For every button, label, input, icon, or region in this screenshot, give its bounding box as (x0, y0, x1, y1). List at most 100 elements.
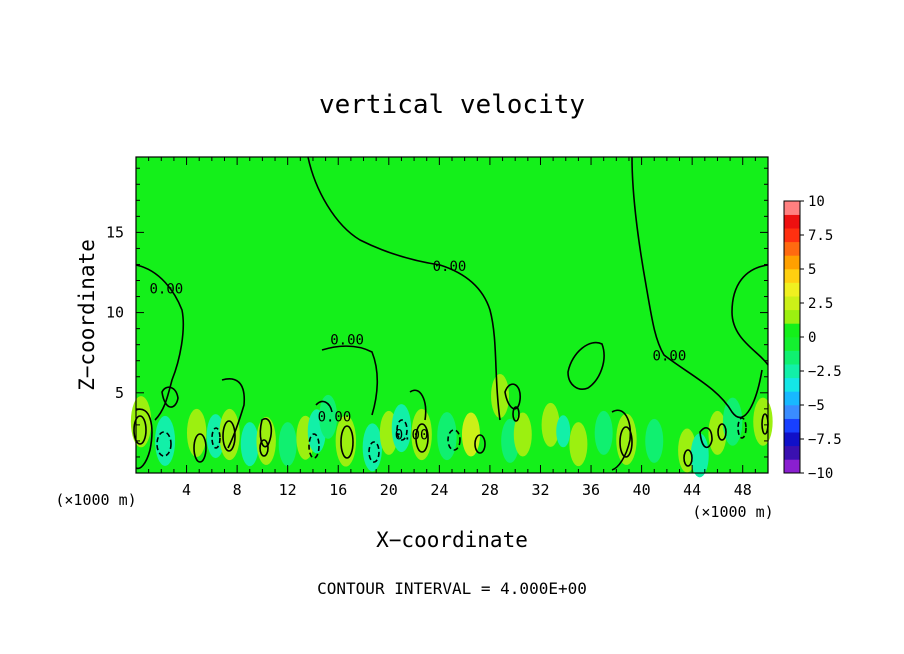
velocity-cell (186, 408, 207, 457)
contour-line (631, 156, 763, 419)
colorbar-swatch (784, 269, 800, 283)
contour-line (717, 423, 727, 441)
colorbar-swatch (784, 364, 800, 379)
x-unit-label-right: (×1000 m) (692, 503, 773, 521)
colorbar-swatch (784, 377, 800, 392)
contour-line (409, 389, 427, 421)
y-axis-ticks: 5 10 15 (106, 167, 768, 458)
contour-line (619, 426, 633, 458)
colorbar-tick-label: −7.5 (808, 432, 842, 448)
colorbar-swatch (784, 255, 800, 270)
colorbar-tick-label: 5 (808, 262, 816, 278)
contour-line (474, 434, 486, 454)
velocity-cell (491, 374, 510, 419)
contour-line (307, 156, 501, 421)
colorbar-swatch (784, 432, 800, 447)
velocity-cell (753, 397, 773, 446)
colorbar-swatch (784, 391, 800, 406)
velocity-cell (541, 402, 560, 447)
contour-label: 0.00 (395, 427, 429, 443)
velocity-cell (130, 396, 152, 448)
plot-area: 0.00 0.00 0.00 0.00 0.00 0.00 (130, 156, 773, 478)
velocity-cell (513, 412, 532, 457)
velocity-cell (690, 433, 709, 478)
colorbar-tick-label: 7.5 (808, 228, 833, 244)
velocity-cell (155, 415, 176, 466)
colorbar-swatch (784, 323, 800, 338)
chart-title: vertical velocity (319, 90, 585, 120)
x-tick-label: 8 (233, 481, 242, 499)
x-tick-label: 48 (734, 481, 752, 499)
colorbar-swatch (784, 214, 800, 229)
velocity-cell (391, 404, 412, 453)
x-tick-label: 4 (182, 481, 191, 499)
velocity-cell (556, 415, 571, 448)
contour-line (731, 264, 769, 366)
contour-line (193, 433, 207, 463)
x-axis-ticks: 4 8 12 16 20 24 28 32 36 40 44 48 (148, 157, 756, 499)
x-tick-label: 28 (481, 481, 499, 499)
x-unit-label-left: (×1000 m) (55, 491, 136, 509)
velocity-cell (240, 422, 259, 467)
contour-line (135, 264, 185, 421)
colorbar-swatch (784, 350, 800, 365)
contour-label: 0.00 (653, 349, 687, 365)
contour-line (315, 400, 333, 413)
contour-label: 0.00 (149, 281, 183, 297)
colorbar-swatch (784, 405, 800, 419)
contour-line-negative (737, 417, 747, 439)
colorbar-swatch (784, 282, 800, 297)
colorbar-swatch (784, 459, 800, 474)
contour-line-negative (308, 433, 320, 459)
x-tick-label: 36 (582, 481, 600, 499)
colorbar: 10 7.5 5 2.5 0 −2.5 −5 −7.5 −10 (783, 194, 842, 482)
y-tick-label: 5 (115, 384, 124, 402)
x-tick-label: 16 (329, 481, 347, 499)
contour-line (340, 425, 354, 459)
colorbar-tick-label: −10 (808, 466, 833, 482)
colorbar-swatch (784, 337, 800, 351)
velocity-cell (569, 422, 588, 467)
contour-labels: 0.00 0.00 0.00 0.00 0.00 0.00 (149, 259, 686, 443)
contour-line (161, 386, 179, 408)
x-tick-label: 12 (279, 481, 297, 499)
velocity-cell (461, 412, 480, 457)
colorbar-swatch (784, 201, 800, 215)
contour-line (133, 415, 147, 445)
velocity-cell (594, 410, 613, 455)
colorbar-swatch (784, 309, 800, 324)
y-tick-label: 10 (106, 304, 124, 322)
zero-contour-lines (133, 156, 769, 471)
contour-line-negative (368, 441, 380, 463)
y-axis-label: Z−coordinate (75, 239, 99, 391)
velocity-cell (437, 412, 457, 461)
velocity-cell (362, 423, 383, 472)
contour-line (259, 439, 269, 457)
contour-line-negative (396, 419, 408, 441)
x-tick-label: 24 (430, 481, 448, 499)
x-tick-label: 32 (531, 481, 549, 499)
colorbar-tick-label: 10 (808, 194, 825, 210)
contour-line (221, 378, 246, 449)
colorbar-swatch (784, 445, 800, 460)
contour-line (222, 420, 236, 452)
colorbar-swatch (784, 241, 800, 256)
colorbar-swatch (784, 228, 800, 243)
x-tick-label: 40 (633, 481, 651, 499)
y-tick-label: 15 (106, 223, 124, 241)
contour-line (611, 409, 632, 471)
velocity-cell (722, 397, 743, 446)
velocity-cell (319, 394, 338, 439)
contour-line (683, 449, 693, 467)
colorbar-tick-label: 2.5 (808, 296, 833, 312)
contour-label: 0.00 (433, 259, 467, 275)
contour-line-negative (156, 431, 172, 457)
x-axis-label: X−coordinate (376, 528, 528, 552)
velocity-cell (278, 422, 297, 467)
contour-line (567, 341, 605, 390)
x-tick-label: 20 (380, 481, 398, 499)
contour-line (699, 427, 713, 449)
colorbar-tick-label: −5 (808, 398, 825, 414)
contour-line (321, 345, 379, 416)
